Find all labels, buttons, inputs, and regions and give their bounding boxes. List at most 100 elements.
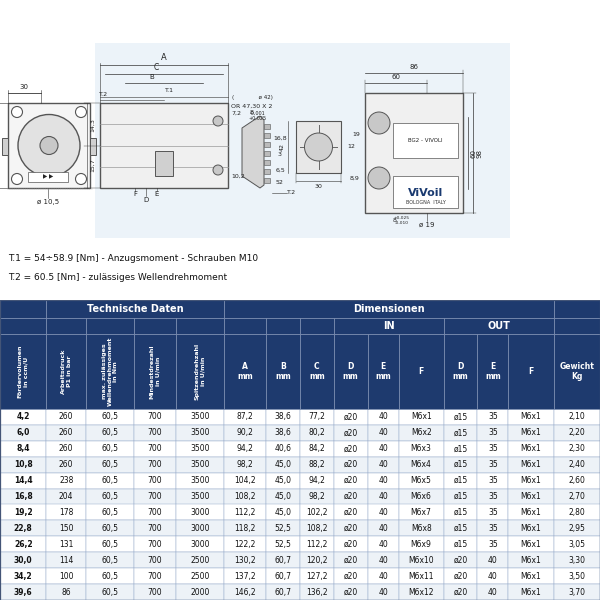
Bar bbox=[176, 536, 224, 552]
Text: M6x1: M6x1 bbox=[521, 508, 541, 517]
Bar bbox=[398, 488, 443, 505]
Bar bbox=[264, 124, 270, 129]
Text: 122,2: 122,2 bbox=[235, 540, 256, 549]
Bar bbox=[554, 300, 600, 318]
Circle shape bbox=[76, 107, 86, 118]
Bar bbox=[46, 488, 86, 505]
Text: M6x7: M6x7 bbox=[410, 508, 431, 517]
Text: ø20: ø20 bbox=[344, 540, 358, 549]
Text: 112,2: 112,2 bbox=[235, 508, 256, 517]
Bar bbox=[46, 300, 224, 318]
Text: 77,2: 77,2 bbox=[308, 412, 325, 421]
Bar bbox=[86, 505, 134, 520]
Text: 26,2: 26,2 bbox=[14, 540, 32, 549]
Bar bbox=[46, 584, 86, 600]
Bar bbox=[508, 536, 554, 552]
Bar bbox=[508, 488, 554, 505]
Text: M6x6: M6x6 bbox=[410, 492, 431, 501]
Text: 60,5: 60,5 bbox=[101, 476, 118, 485]
Bar bbox=[334, 568, 368, 584]
Text: 700: 700 bbox=[148, 540, 162, 549]
Text: ø20: ø20 bbox=[344, 508, 358, 517]
Text: 700: 700 bbox=[148, 508, 162, 517]
Bar bbox=[266, 488, 300, 505]
Bar bbox=[134, 536, 176, 552]
Bar bbox=[334, 520, 368, 536]
Text: 84,2: 84,2 bbox=[308, 444, 325, 453]
Text: Dimensionen: Dimensionen bbox=[353, 304, 425, 314]
Bar bbox=[134, 584, 176, 600]
Text: 35: 35 bbox=[488, 492, 498, 501]
Text: M6x8: M6x8 bbox=[411, 524, 431, 533]
Bar bbox=[443, 520, 478, 536]
Bar bbox=[398, 425, 443, 441]
Text: 40: 40 bbox=[378, 428, 388, 437]
Bar bbox=[100, 103, 228, 188]
Text: 137,2: 137,2 bbox=[234, 572, 256, 581]
Bar bbox=[176, 568, 224, 584]
Bar bbox=[334, 552, 368, 568]
Bar bbox=[46, 318, 86, 334]
Text: Technische Daten: Technische Daten bbox=[87, 304, 184, 314]
Bar bbox=[508, 409, 554, 425]
Text: 98: 98 bbox=[477, 148, 483, 157]
Bar bbox=[443, 584, 478, 600]
Circle shape bbox=[76, 173, 86, 185]
Text: ø20: ø20 bbox=[344, 476, 358, 485]
Bar bbox=[86, 568, 134, 584]
Bar bbox=[478, 457, 508, 473]
Bar bbox=[554, 441, 600, 457]
Bar bbox=[478, 409, 508, 425]
Bar bbox=[266, 457, 300, 473]
Text: F: F bbox=[133, 191, 137, 197]
Bar bbox=[554, 409, 600, 425]
Bar bbox=[398, 520, 443, 536]
Text: M6x12: M6x12 bbox=[409, 587, 434, 596]
Text: 3,50: 3,50 bbox=[568, 572, 585, 581]
Text: 39,6: 39,6 bbox=[14, 587, 32, 596]
Text: M6x1: M6x1 bbox=[521, 428, 541, 437]
Text: 60,5: 60,5 bbox=[101, 556, 118, 565]
Bar bbox=[134, 425, 176, 441]
Bar bbox=[554, 520, 600, 536]
Circle shape bbox=[368, 112, 390, 134]
Bar bbox=[398, 473, 443, 488]
Bar bbox=[478, 520, 508, 536]
Text: 120,2: 120,2 bbox=[306, 556, 328, 565]
Text: 40: 40 bbox=[378, 540, 388, 549]
Bar bbox=[508, 520, 554, 536]
Text: M6x1: M6x1 bbox=[521, 587, 541, 596]
Bar bbox=[508, 334, 554, 409]
Text: 60,5: 60,5 bbox=[101, 412, 118, 421]
Text: M6x1: M6x1 bbox=[521, 476, 541, 485]
Text: 2,10: 2,10 bbox=[568, 412, 585, 421]
Text: 45,0: 45,0 bbox=[275, 460, 292, 469]
Text: 40: 40 bbox=[378, 587, 388, 596]
Text: IN: IN bbox=[383, 321, 395, 331]
Bar bbox=[334, 409, 368, 425]
Text: 100: 100 bbox=[59, 572, 73, 581]
Bar bbox=[86, 457, 134, 473]
Text: 7,2: 7,2 bbox=[231, 110, 241, 115]
Bar bbox=[398, 334, 443, 409]
Bar bbox=[554, 584, 600, 600]
Text: 204: 204 bbox=[59, 492, 73, 501]
Text: F: F bbox=[529, 367, 533, 376]
Text: (              ø 42): ( ø 42) bbox=[232, 95, 272, 100]
Bar bbox=[398, 409, 443, 425]
Text: E
mm: E mm bbox=[485, 362, 501, 381]
Text: 2,80: 2,80 bbox=[568, 508, 585, 517]
Bar bbox=[300, 568, 334, 584]
Text: 98,2: 98,2 bbox=[308, 492, 325, 501]
Bar bbox=[508, 584, 554, 600]
Bar bbox=[224, 584, 266, 600]
Text: 35: 35 bbox=[488, 540, 498, 549]
Bar bbox=[334, 334, 368, 409]
Circle shape bbox=[11, 107, 23, 118]
Bar bbox=[478, 568, 508, 584]
Bar bbox=[0, 520, 46, 536]
Bar bbox=[508, 568, 554, 584]
Text: 60,7: 60,7 bbox=[275, 587, 292, 596]
Text: 40: 40 bbox=[378, 492, 388, 501]
Text: 131: 131 bbox=[59, 540, 73, 549]
